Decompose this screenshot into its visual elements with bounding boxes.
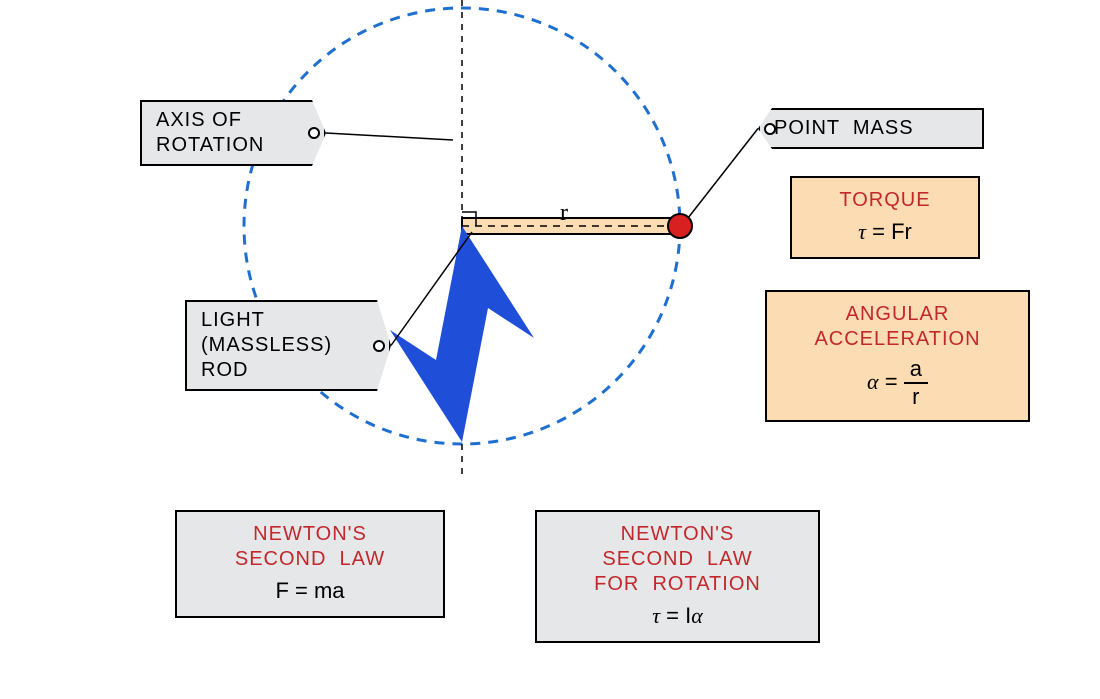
axis-tag-text: AXIS OF ROTATION: [156, 109, 264, 156]
torque-box: TORQUE τ = Fr: [790, 176, 980, 259]
rod-tag-text: LIGHT (MASSLESS) ROD: [201, 309, 332, 381]
torque-title: TORQUE: [810, 188, 960, 213]
n2-title: NEWTON'S SECOND LAW: [195, 522, 425, 572]
torque-equation: τ = Fr: [810, 219, 960, 245]
diagram-stage: r AXIS OF ROTATION LIGHT (MASSLESS) ROD …: [0, 0, 1100, 699]
radius-label: r: [560, 200, 568, 227]
angacc-title: ANGULAR ACCELERATION: [785, 302, 1010, 352]
point-mass-tag: POINT MASS: [758, 108, 984, 149]
n2rot-equation: τ = Iα: [555, 603, 800, 629]
pointmass-tag-text: POINT MASS: [774, 117, 914, 139]
massless-rod-tag: LIGHT (MASSLESS) ROD: [185, 300, 391, 391]
n2rot-title: NEWTON'S SECOND LAW FOR ROTATION: [555, 522, 800, 597]
axis-of-rotation-tag: AXIS OF ROTATION: [140, 100, 326, 166]
angacc-equation: α = ar: [785, 358, 1010, 408]
newtons-second-law-rotation-box: NEWTON'S SECOND LAW FOR ROTATION τ = Iα: [535, 510, 820, 643]
newtons-second-law-box: NEWTON'S SECOND LAW F = ma: [175, 510, 445, 618]
angular-acceleration-box: ANGULAR ACCELERATION α = ar: [765, 290, 1030, 422]
n2-equation: F = ma: [195, 578, 425, 604]
